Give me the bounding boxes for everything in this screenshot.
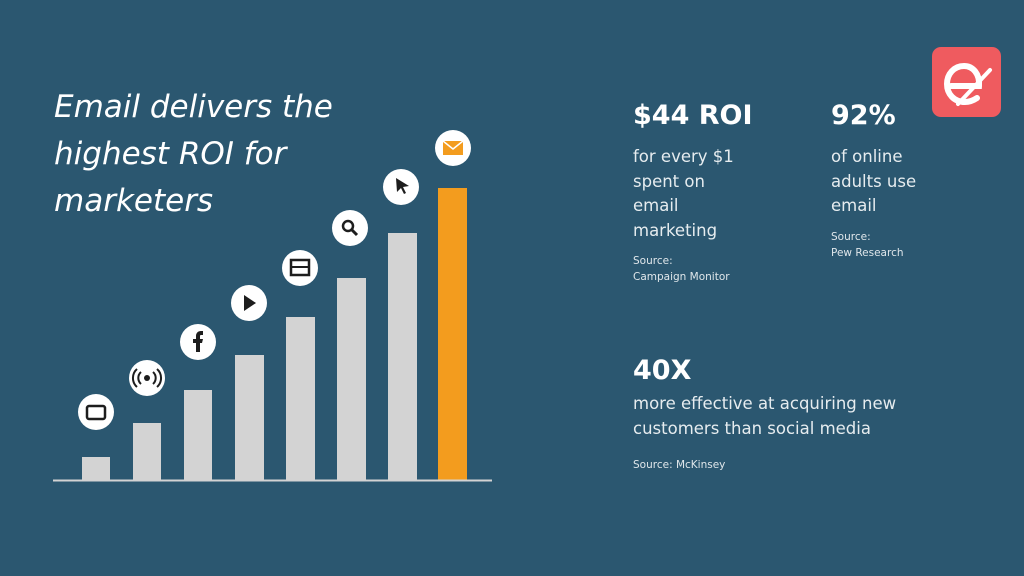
icon-radio-waves [131,368,163,388]
title: Email delivers the highest ROI for marke… [54,84,333,225]
title-line: marketers [54,183,214,219]
bar [82,457,110,480]
body-line: marketing [633,220,718,240]
bar [184,390,212,480]
stat-body: more effective at acquiring new customer… [633,392,896,441]
logo-e [943,62,983,106]
stat-body: of online adults use email [831,145,916,219]
bar [235,355,264,480]
stat-headline: $44 ROI [633,100,753,131]
logo-slash [956,68,992,106]
stat-body: for every $1 spent on email marketing [633,145,753,243]
icon-search [332,210,368,246]
icon-search-shape [341,219,355,233]
body-line: for every $1 [633,147,734,166]
source-line: Source: [633,255,673,267]
bar [388,233,417,480]
body-line: email [831,196,877,215]
stat-source: Source: Pew Research [831,229,916,261]
source-line: Source: [831,230,871,243]
icon-email-flap [442,140,464,150]
body-line: email [633,196,679,215]
icon-radio-shape [144,375,150,381]
source-line: Source: McKinsey [633,459,726,471]
icon-cursor-shape [396,178,409,194]
bar [133,423,161,480]
body-line: spent on [633,171,705,191]
body-line: of online [831,147,903,166]
icon-facebook-shape [193,331,203,352]
icon-tv-shape [85,404,107,421]
source-line: Campaign Monitor [633,271,730,283]
body-line: more effective at acquiring new [633,394,897,413]
icon-video-shape [244,295,256,311]
bar-highlight [438,188,467,480]
stat: 92% of online adults use email Source: P… [831,100,916,261]
stat: $44 ROI for every $1 spent on email mark… [633,100,753,285]
stat-source: Source: McKinsey [633,457,896,473]
title-line: Email delivers the [54,89,333,125]
logo [932,47,1001,117]
title-line: highest ROI for [54,136,287,172]
bars [82,188,467,480]
stat-headline: 92% [831,100,896,131]
stat-source: Source: Campaign Monitor [633,253,753,285]
stat-headline: 40X [633,355,692,386]
body-line: customers than social media [633,418,871,438]
stat: 40X more effective at acquiring new cust… [633,355,896,473]
bar [286,317,315,480]
icon-tv [78,394,114,430]
icon-search-handle [350,228,359,237]
bar [337,278,366,480]
body-line: adults use [831,171,917,191]
logo-badge [932,47,1001,117]
source-line: Pew Research [831,246,904,259]
icons [78,130,471,430]
